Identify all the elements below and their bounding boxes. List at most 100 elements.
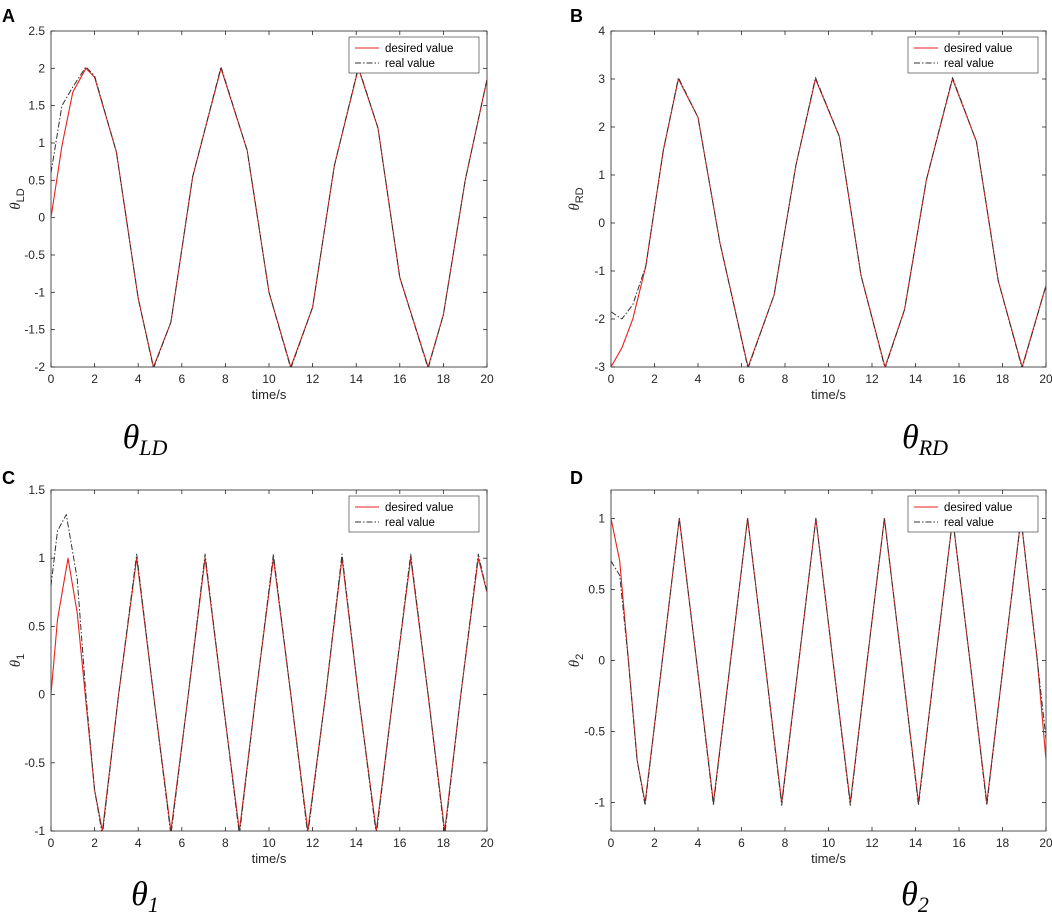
y-axis-label-sub: 2 [574, 654, 586, 660]
x-tick-label: 6 [738, 372, 745, 386]
legend-label: desired value [385, 502, 453, 514]
y-axis-label-sub: 1 [15, 654, 27, 660]
caption-sub: 1 [148, 892, 159, 917]
x-tick-label: 20 [480, 836, 494, 850]
x-tick-label: 6 [738, 836, 745, 850]
y-axis-label-sub: RD [574, 187, 586, 203]
x-tick-label: 6 [178, 372, 185, 386]
x-tick-label: 0 [48, 372, 55, 386]
y-tick-label: 0.5 [28, 619, 45, 633]
x-tick-label: 12 [865, 372, 879, 386]
y-tick-label: 0.5 [28, 173, 45, 187]
y-axis-label: θ1 [8, 654, 27, 668]
x-axis-label: time/s [252, 387, 287, 402]
x-tick-label: 12 [306, 836, 320, 850]
x-tick-label: 4 [695, 836, 702, 850]
panel-caption: θ1 [131, 876, 159, 917]
x-tick-label: 0 [48, 836, 55, 850]
panel-letter: A [2, 6, 15, 26]
x-tick-label: 10 [822, 372, 836, 386]
x-tick-label: 18 [437, 836, 451, 850]
x-tick-label: 20 [480, 372, 494, 386]
y-tick-label: -0.5 [24, 248, 45, 262]
caption-sub: RD [918, 435, 948, 460]
legend-box [907, 36, 1039, 74]
legend-label: desired value [385, 43, 453, 55]
x-tick-label: 16 [393, 836, 407, 850]
y-tick-label: 1.5 [28, 99, 45, 113]
y-axis-label-symbol: θ [567, 203, 583, 211]
x-tick-label: 2 [651, 836, 658, 850]
y-tick-label: 1 [38, 136, 45, 150]
legend-box [907, 495, 1039, 533]
y-tick-label: -1.5 [24, 323, 45, 337]
y-tick-label: 0 [38, 211, 45, 225]
y-tick-label: 3 [598, 72, 605, 86]
x-tick-label: 2 [91, 372, 98, 386]
x-tick-label: 0 [608, 372, 615, 386]
legend-label: real value [385, 517, 435, 529]
y-axis-label-sub: LD [15, 188, 27, 202]
y-tick-label: -1 [34, 824, 45, 838]
y-axis-label: θRD [567, 187, 586, 210]
x-tick-label: 18 [996, 372, 1010, 386]
y-tick-label: 2 [598, 120, 605, 134]
x-axis-label: time/s [811, 387, 846, 402]
legend-label: desired value [944, 502, 1012, 514]
y-tick-label: 0 [598, 654, 605, 668]
y-tick-label: 1 [38, 551, 45, 565]
y-tick-label: 0 [598, 216, 605, 230]
chart-panel-a: 0 2 4 6 8 10 12 14 16 18 20 -2 -1.5 -1 -0.5 0 0.5 1 1.5 2 2.… [2, 6, 494, 460]
panel-letter: C [2, 468, 15, 488]
x-tick-label: 6 [178, 836, 185, 850]
x-tick-label: 18 [437, 372, 451, 386]
plot-area [610, 30, 1047, 368]
x-tick-label: 4 [695, 372, 702, 386]
legend-box [348, 36, 480, 74]
y-tick-label: 4 [598, 24, 605, 38]
y-tick-label: 1 [598, 168, 605, 182]
x-tick-label: 16 [393, 372, 407, 386]
chart-panel-b: 0 2 4 6 8 10 12 14 16 18 20-3-2-101234time/sθRDdes… [567, 6, 1052, 460]
y-tick-label: -0.5 [24, 756, 45, 770]
chart-panel-c: 0 2 4 6 8 10 12 14 16 18 20-1-0.500.511.5time/sθ1d… [2, 468, 494, 917]
y-tick-label: 0.5 [588, 582, 605, 596]
panel-letter: B [570, 6, 583, 26]
x-tick-label: 0 [608, 836, 615, 850]
x-tick-label: 4 [135, 836, 142, 850]
y-axis-label: θLD [8, 188, 27, 209]
panel-caption: θ2 [901, 876, 929, 917]
y-tick-label: -1 [594, 264, 605, 278]
x-tick-label: 14 [350, 836, 364, 850]
y-axis-label: θ2 [567, 654, 586, 668]
y-tick-label: 1.5 [28, 483, 45, 497]
legend-label: desired value [944, 43, 1012, 55]
x-tick-label: 16 [952, 372, 966, 386]
y-tick-label: 2.5 [28, 24, 45, 38]
chart-panel-d: 0 2 4 6 8 10 12 14 16 18 20-1-0.500.51time/sθ2desi… [567, 468, 1052, 917]
x-tick-label: 10 [262, 372, 276, 386]
y-tick-label: -3 [594, 360, 605, 374]
x-tick-label: 16 [952, 836, 966, 850]
panel-caption: θLD [123, 419, 168, 460]
series-line-real [611, 77, 1046, 367]
x-tick-label: 20 [1039, 836, 1052, 850]
y-axis-label-symbol: θ [8, 659, 24, 667]
x-tick-label: 18 [996, 836, 1010, 850]
caption-sub: LD [138, 435, 167, 460]
caption-symbol: θ [123, 419, 140, 456]
legend-label: real value [385, 58, 435, 70]
y-tick-label: -1 [594, 796, 605, 810]
y-tick-label: 2 [38, 61, 45, 75]
x-tick-label: 8 [222, 372, 229, 386]
x-tick-label: 14 [909, 836, 923, 850]
x-tick-label: 14 [350, 372, 364, 386]
caption-sub: 2 [918, 892, 929, 917]
x-tick-label: 8 [222, 836, 229, 850]
x-tick-label: 8 [782, 372, 789, 386]
panel-letter: D [570, 468, 583, 488]
x-tick-label: 2 [91, 836, 98, 850]
x-axis-label: time/s [811, 851, 846, 866]
y-tick-label: -0.5 [584, 725, 605, 739]
panel-caption: θRD [902, 419, 948, 460]
